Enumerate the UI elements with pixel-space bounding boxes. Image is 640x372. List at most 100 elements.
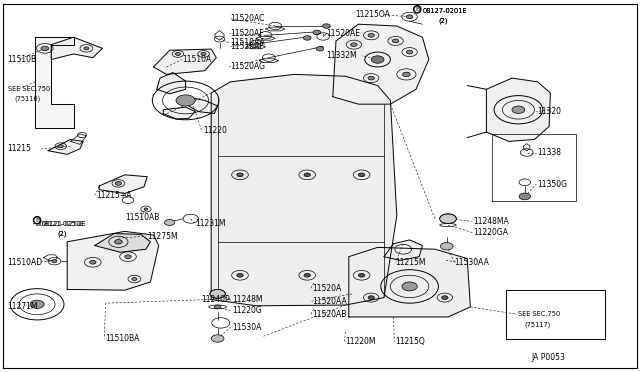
Circle shape [84, 47, 89, 50]
Polygon shape [157, 73, 186, 94]
Text: 11248MA: 11248MA [474, 217, 509, 226]
Polygon shape [186, 97, 218, 113]
Polygon shape [51, 37, 102, 60]
Text: 11530AA: 11530AA [454, 258, 489, 267]
Circle shape [358, 173, 365, 177]
Text: (2): (2) [58, 230, 67, 237]
Circle shape [313, 30, 321, 35]
Polygon shape [67, 231, 159, 290]
Text: 11220G: 11220G [232, 306, 262, 315]
Circle shape [237, 173, 243, 177]
Text: 11220GA: 11220GA [474, 228, 509, 237]
Text: (2): (2) [438, 17, 448, 24]
Circle shape [351, 43, 357, 46]
Text: (75116): (75116) [14, 95, 40, 102]
Circle shape [125, 255, 131, 259]
Circle shape [304, 173, 310, 177]
Polygon shape [333, 24, 429, 104]
Circle shape [115, 182, 122, 185]
Circle shape [402, 282, 417, 291]
Text: 11275M: 11275M [147, 232, 178, 241]
Circle shape [323, 24, 330, 28]
Circle shape [392, 39, 399, 43]
Circle shape [30, 300, 44, 308]
Text: B: B [415, 7, 419, 12]
Text: 11530A: 11530A [232, 323, 262, 332]
Circle shape [368, 296, 374, 299]
Polygon shape [35, 37, 74, 128]
Polygon shape [99, 175, 147, 193]
Text: 11271M: 11271M [8, 302, 38, 311]
Polygon shape [384, 240, 422, 260]
Text: B: B [415, 6, 420, 12]
Circle shape [512, 106, 525, 113]
Text: 11510BA: 11510BA [106, 334, 140, 343]
Circle shape [368, 76, 374, 80]
Text: B: B [35, 217, 40, 223]
Circle shape [358, 273, 365, 277]
Circle shape [210, 289, 225, 298]
Circle shape [406, 15, 413, 19]
Circle shape [519, 193, 531, 200]
Text: 11520AI: 11520AI [230, 42, 262, 51]
Text: 11215OA: 11215OA [355, 10, 390, 19]
Text: 11520AA: 11520AA [312, 297, 347, 306]
Text: 11338: 11338 [538, 148, 562, 157]
Circle shape [316, 46, 324, 51]
Circle shape [164, 219, 175, 225]
Circle shape [201, 52, 206, 55]
Text: 11520AB: 11520AB [312, 310, 347, 319]
Text: SEE SEC.750: SEE SEC.750 [518, 311, 561, 317]
Circle shape [442, 296, 448, 299]
Text: 11510AA: 11510AA [230, 38, 265, 47]
Text: SEE SEC.750: SEE SEC.750 [8, 86, 50, 92]
Polygon shape [349, 247, 470, 317]
Circle shape [214, 305, 221, 309]
Polygon shape [486, 78, 550, 141]
Text: 11520A: 11520A [312, 284, 342, 293]
Text: 08127-0201E: 08127-0201E [422, 8, 467, 14]
Text: 11520AG: 11520AG [230, 62, 266, 71]
Circle shape [440, 214, 456, 224]
Text: 11220: 11220 [204, 126, 227, 135]
Polygon shape [95, 234, 150, 252]
Circle shape [371, 56, 384, 63]
Text: 11248M: 11248M [232, 295, 263, 304]
Text: 11215: 11215 [8, 144, 31, 153]
Text: 11350G: 11350G [538, 180, 568, 189]
Text: (2): (2) [58, 230, 67, 237]
Circle shape [115, 240, 122, 244]
Circle shape [90, 260, 96, 264]
Text: 11520AE: 11520AE [326, 29, 360, 38]
Circle shape [175, 52, 180, 55]
Circle shape [144, 208, 148, 210]
Circle shape [176, 95, 195, 106]
Text: 08121-0251E: 08121-0251E [42, 221, 86, 227]
Text: 11220M: 11220M [346, 337, 376, 346]
Text: 11240P: 11240P [202, 295, 230, 304]
Circle shape [211, 335, 224, 342]
Text: (2): (2) [438, 17, 448, 24]
Circle shape [132, 278, 137, 280]
Circle shape [52, 260, 57, 263]
Text: 08127-0201E: 08127-0201E [422, 8, 467, 14]
Text: 11215Q: 11215Q [396, 337, 425, 346]
Circle shape [403, 72, 410, 77]
Polygon shape [163, 107, 195, 119]
Circle shape [406, 50, 413, 54]
Text: 11215+A: 11215+A [96, 191, 131, 200]
Circle shape [58, 145, 63, 148]
Text: 11510A: 11510A [182, 55, 212, 64]
Text: 11520AF: 11520AF [230, 29, 264, 38]
Text: 11510B: 11510B [8, 55, 37, 64]
Polygon shape [211, 74, 397, 306]
Text: 11510AD: 11510AD [8, 258, 43, 267]
Text: 11320: 11320 [538, 107, 562, 116]
Text: (75117): (75117) [525, 321, 551, 328]
Text: 11520AC: 11520AC [230, 14, 265, 23]
Text: 11231M: 11231M [195, 219, 226, 228]
Circle shape [303, 36, 311, 40]
Text: 11510AB: 11510AB [125, 213, 159, 222]
Text: B08121-0251E: B08121-0251E [35, 221, 84, 227]
Text: B: B [35, 218, 39, 223]
